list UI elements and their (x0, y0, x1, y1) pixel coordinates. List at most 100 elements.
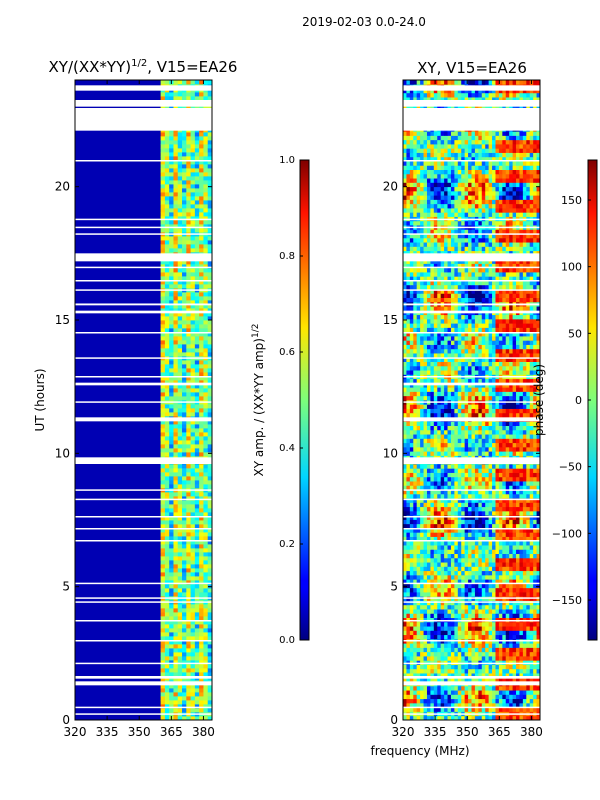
heatmap1-cell (199, 440, 204, 445)
heatmap2-cell (426, 690, 431, 695)
heatmap2-cell (468, 656, 472, 661)
heatmap1-cell (173, 564, 179, 569)
heatmap2-cell (488, 510, 493, 516)
heatmap2-cell (420, 536, 424, 542)
heatmap2-cell (464, 553, 469, 559)
heatmap2-cell (444, 481, 448, 486)
heatmap2-cell (522, 715, 527, 720)
heatmap2-cell (454, 506, 459, 512)
heatmap2-cell (403, 528, 407, 533)
heatmap1-cell (177, 568, 183, 573)
heatmap1-cell (173, 264, 179, 269)
heatmap1-cell (160, 368, 166, 373)
heatmap2-cell (464, 694, 469, 700)
heatmap2-cell (403, 685, 407, 691)
heatmap2-cell (529, 545, 534, 550)
heatmap2-cell (529, 583, 534, 589)
heatmap2-cell (488, 536, 493, 542)
heatmap2-cell (474, 574, 479, 580)
heatmap1-cell (160, 656, 166, 661)
heatmap2-cell (440, 519, 445, 525)
heatmap2-cell (533, 592, 537, 597)
heatmap2-cell (488, 464, 493, 469)
heatmap2-cell (512, 493, 517, 499)
heatmap1-cell (203, 192, 209, 197)
heatmap1-cell (160, 696, 166, 701)
heatmap1-cell (194, 156, 200, 161)
heatmap1-cell (173, 624, 179, 629)
heatmap1-cell (190, 168, 196, 173)
heatmap2-cell (440, 489, 445, 495)
heatmap2-cell (481, 502, 486, 508)
heatmap2-cell (478, 715, 483, 720)
heatmap2-cell (440, 412, 445, 418)
heatmap1-cell (182, 572, 187, 577)
heatmap2-cell (409, 574, 414, 580)
heatmap1-cell (194, 280, 200, 285)
heatmap2-cell (403, 715, 407, 720)
heatmap2-cell (498, 664, 503, 670)
heatmap1-cell (173, 148, 179, 153)
heatmap2-cell (423, 651, 428, 657)
heatmap1-cell (190, 536, 196, 541)
heatmap1-cell (169, 176, 174, 181)
heatmap2-cell (447, 506, 452, 512)
chart1-frame (74, 79, 213, 721)
heatmap2-cell (403, 694, 407, 700)
heatmap1-cell (169, 564, 174, 569)
heatmap2-cell (498, 481, 503, 486)
heatmap2-cell (495, 545, 500, 550)
heatmap2-cell (420, 545, 424, 550)
heatmap2-cell (529, 613, 534, 618)
heatmap2-cell (492, 489, 496, 495)
heatmap2-cell (423, 613, 428, 618)
heatmap2-cell (474, 510, 479, 516)
heatmap1-cell (186, 472, 191, 477)
heatmap2-cell (512, 464, 517, 469)
heatmap2-cell (454, 583, 459, 589)
heatmap2-cell (457, 604, 462, 610)
heatmap2-cell (447, 647, 452, 653)
heatmap2-cell (444, 404, 448, 409)
heatmap2-cell (416, 630, 421, 636)
heatmap2-cell (529, 489, 534, 495)
heatmap1-cell (177, 336, 183, 341)
heatmap1-cell (169, 664, 174, 669)
heatmap1-cell (186, 272, 191, 277)
heatmap2-cell (526, 690, 531, 695)
heatmap2-cell (533, 493, 537, 499)
heatmap1-cell (164, 448, 170, 453)
heatmap2-cell (478, 510, 483, 516)
heatmap1-cell (169, 296, 174, 301)
heatmap1-cell (160, 376, 166, 381)
heatmap2-cell (409, 515, 414, 520)
heatmap2-cell (474, 651, 479, 657)
heatmap1-cell (194, 428, 200, 433)
heatmap1-cell (190, 548, 196, 553)
heatmap2-cell (485, 600, 490, 606)
heatmap2-cell (437, 536, 442, 542)
heatmap1-cell (160, 628, 166, 633)
heatmap1-cell (177, 384, 183, 389)
heatmap2-cell (413, 502, 418, 508)
heatmap2-cell (420, 404, 424, 409)
heatmap1-cell (203, 468, 209, 473)
heatmap2-cell (447, 421, 452, 426)
heatmap2-cell (444, 690, 448, 695)
heatmap1-cell (182, 552, 187, 557)
heatmap2-cell (440, 566, 445, 572)
heatmap2-cell (474, 685, 479, 691)
heatmap1-cell (160, 692, 166, 697)
heatmap2-cell (437, 553, 442, 559)
heatmap1-cell (207, 380, 212, 385)
heatmap1-cell (169, 304, 174, 309)
heatmap2-cell (485, 621, 490, 627)
heatmap1-cell (164, 292, 170, 297)
heatmap2-cell (413, 468, 418, 473)
heatmap2-cell (416, 498, 421, 503)
heatmap2-cell (416, 574, 421, 580)
heatmap2-cell (498, 715, 503, 720)
heatmap1-cell (186, 296, 191, 301)
heatmap2-cell (526, 481, 531, 486)
heatmap1-cell (190, 468, 196, 473)
